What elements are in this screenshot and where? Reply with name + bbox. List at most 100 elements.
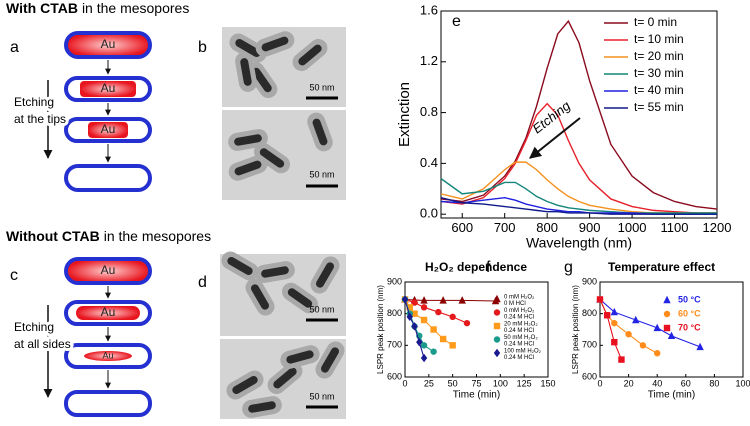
arrow-label-bg: at all sides xyxy=(14,337,71,351)
core-label: Au xyxy=(101,122,116,136)
data-point xyxy=(463,319,471,327)
arrow-label-bg: at the tips xyxy=(14,112,66,126)
data-line xyxy=(440,19,718,210)
nanorod xyxy=(226,370,264,400)
rod-core xyxy=(312,118,328,146)
y-tick-label: 600 xyxy=(582,371,597,381)
legend-label: 50 °C xyxy=(678,294,701,304)
data-point xyxy=(449,313,456,321)
data-point xyxy=(618,356,625,363)
panel-label: d xyxy=(198,274,207,291)
step-arrows xyxy=(43,286,111,398)
scale-bar-label: 50 nm xyxy=(309,391,334,401)
chart-title: Temperature effect xyxy=(608,260,715,274)
data-line xyxy=(440,161,717,214)
legend-marker xyxy=(493,294,501,303)
y-tick-label: 700 xyxy=(387,340,402,350)
chart: 0 25 50 75 100 125 150 600 700 800 900 Time (min) LS… xyxy=(376,260,555,400)
arrow-label: at the tips xyxy=(14,112,66,126)
annotation-arrow xyxy=(529,117,581,159)
nanorod xyxy=(253,142,291,174)
arrow-label: at all sides xyxy=(14,337,71,351)
legend-label: t= 0 min xyxy=(634,15,677,29)
header-bold: Without CTAB xyxy=(6,228,100,244)
legend-label: 60 °C xyxy=(678,308,701,318)
x-tick-label: 75 xyxy=(471,379,481,389)
schematic-tips xyxy=(64,31,152,192)
rod-core xyxy=(235,39,261,57)
panel-label: b xyxy=(198,39,207,56)
panel-label: e xyxy=(452,13,461,30)
data-point xyxy=(603,312,611,319)
x-tick-label: 1000 xyxy=(618,220,647,235)
legend-marker xyxy=(493,348,501,358)
data-point xyxy=(401,295,409,304)
schematic-sides xyxy=(64,257,152,417)
arrow-label: Etching xyxy=(14,320,54,334)
data-point xyxy=(611,338,618,346)
header-rest: in the mesopores xyxy=(104,228,211,244)
legend-label: t= 30 min xyxy=(634,66,684,80)
legend-marker xyxy=(493,336,501,343)
y-tick-label: 0.4 xyxy=(420,155,438,170)
legend-label: 0 mM H₂O₂ xyxy=(504,295,535,301)
data-point xyxy=(411,322,418,331)
rod-core xyxy=(316,262,334,288)
data-point xyxy=(435,308,442,316)
legend-label: 100 mM H₂O₂ xyxy=(504,349,542,355)
rod-core xyxy=(251,284,269,310)
data-point xyxy=(430,326,437,333)
rod-core xyxy=(227,257,253,275)
data-point xyxy=(420,296,428,304)
x-tick-label: 150 xyxy=(540,379,555,389)
section-header: Without CTAB in the mesopores xyxy=(6,228,211,244)
scale-bar-label: 50 nm xyxy=(309,82,334,92)
y-tick-label: 0.0 xyxy=(420,206,438,221)
nanorod xyxy=(221,251,259,281)
legend-label: t= 40 min xyxy=(634,83,684,97)
x-tick-label: 100 xyxy=(493,379,508,389)
nanorod xyxy=(292,38,328,72)
nanorod xyxy=(235,52,257,92)
rod-core xyxy=(252,67,272,93)
data-line xyxy=(599,299,701,348)
y-tick-label: 900 xyxy=(387,276,402,286)
plot-frame xyxy=(599,281,744,378)
data-point xyxy=(653,323,661,332)
data-point xyxy=(639,342,647,349)
panel-label: a xyxy=(10,39,19,56)
data-line xyxy=(440,178,717,214)
core-label: Au xyxy=(101,305,116,319)
x-tick-label: 60 xyxy=(681,379,691,389)
nanorod xyxy=(245,278,275,316)
data-point xyxy=(416,337,423,347)
data-point xyxy=(420,353,428,363)
data-line xyxy=(599,299,622,360)
nanorod xyxy=(255,261,295,283)
y-tick-label: 800 xyxy=(582,308,597,318)
panel-label: c xyxy=(10,267,18,284)
core-label: Au xyxy=(101,263,116,277)
data-point xyxy=(406,304,413,311)
data-line xyxy=(440,196,717,215)
data-point xyxy=(610,307,618,316)
legend-marker xyxy=(663,324,671,332)
plot-frame xyxy=(440,10,718,219)
header-bold: With CTAB xyxy=(6,0,78,16)
arrow-label-bg: Etching xyxy=(14,320,54,334)
y-axis-label: LSPR peak position (nm) xyxy=(376,285,385,374)
y-tick-label: 1.6 xyxy=(420,2,438,17)
data-point xyxy=(420,342,428,349)
arrow-label: Etching xyxy=(14,95,54,109)
x-tick-label: 600 xyxy=(451,220,473,235)
rod-core xyxy=(286,350,314,364)
data-line xyxy=(440,102,717,214)
section-header: With CTAB in the mesopores xyxy=(6,0,189,16)
scale-bar-label: 50 nm xyxy=(309,169,334,179)
data-point xyxy=(632,315,640,324)
y-axis-label: Extinction xyxy=(396,82,413,147)
data-point xyxy=(667,331,676,340)
legend-label: 20 mM H₂O₂ xyxy=(504,322,538,328)
y-tick-label: 800 xyxy=(387,308,402,318)
nanorod xyxy=(310,256,340,294)
